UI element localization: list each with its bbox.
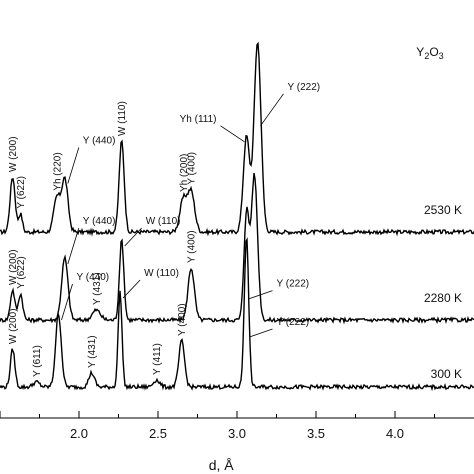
svg-text:Y (622): Y (622)	[16, 176, 27, 209]
x-tick-label: 3.0	[228, 426, 246, 441]
svg-text:Y (400): Y (400)	[187, 230, 198, 263]
svg-text:Y (440): Y (440)	[77, 272, 110, 283]
peak-annotation: Y (611)	[32, 345, 43, 377]
peak-annotation: Y (222)	[249, 317, 310, 338]
svg-text:Y (440): Y (440)	[83, 136, 116, 147]
x-tick-label: 4.0	[386, 426, 404, 441]
svg-text:Yh (200): Yh (200)	[179, 154, 190, 192]
peak-annotation: Y (431)	[92, 272, 103, 305]
peak-annotation: Y (440)	[67, 216, 116, 265]
x-axis: 2.0 2.5 3.0 3.5 4.0	[0, 411, 435, 441]
pattern-line	[0, 41, 474, 237]
svg-text:Y (431): Y (431)	[87, 335, 98, 368]
svg-text:Yh (111): Yh (111)	[180, 114, 217, 125]
peak-annotation: W (110)	[122, 268, 179, 299]
peak-annotation: Y (400)	[187, 230, 198, 263]
svg-text:Y (222): Y (222)	[277, 317, 310, 328]
x-tick-label: 2.5	[149, 426, 167, 441]
pattern-line	[0, 237, 474, 392]
svg-text:Y (222): Y (222)	[277, 279, 310, 290]
x-tick-label: 2.0	[70, 426, 88, 441]
temperature-labels: 2530 K 2280 K 300 K	[424, 203, 462, 381]
temperature-label: 2280 K	[424, 291, 462, 305]
svg-text:Y (400): Y (400)	[177, 303, 188, 336]
svg-text:Y (222): Y (222)	[288, 82, 321, 93]
pattern-curves	[0, 41, 474, 392]
svg-text:Y (411): Y (411)	[152, 343, 163, 375]
peak-annotations: W (200)Y (622)Yh (220)Y (440)W (110)Yh (…	[8, 82, 320, 377]
svg-text:Yh (220): Yh (220)	[52, 152, 63, 190]
svg-text:W (200): W (200)	[8, 308, 19, 344]
svg-text:Y (440): Y (440)	[83, 216, 116, 227]
peak-annotation: W (200)	[8, 308, 19, 344]
svg-text:Y (622): Y (622)	[16, 256, 27, 289]
peak-annotation: Yh (200)	[179, 154, 190, 192]
svg-text:W (110): W (110)	[146, 216, 181, 227]
peak-annotation: Y (622)	[16, 176, 27, 209]
peak-annotation: Y (400)	[187, 152, 198, 185]
svg-text:Y (611): Y (611)	[32, 345, 43, 377]
pattern-line	[0, 172, 474, 325]
peak-annotation: Y (400)	[177, 303, 188, 336]
peak-annotation: Yh (111)	[180, 114, 245, 143]
peak-annotation: Y (222)	[249, 279, 310, 299]
svg-text:W (200): W (200)	[8, 249, 19, 285]
peak-annotation: Y (431)	[87, 335, 98, 368]
svg-text:W (200): W (200)	[8, 136, 19, 172]
peak-annotation: Yh (220)	[52, 152, 63, 190]
peak-annotation: W (110)	[124, 216, 181, 247]
sample-label: Y2O3	[416, 45, 443, 61]
peak-annotation: W (200)	[8, 136, 19, 172]
temperature-label: 300 K	[431, 367, 462, 381]
svg-text:Y (431): Y (431)	[92, 272, 103, 305]
peak-annotation: Y (622)	[16, 256, 27, 289]
peak-annotation: W (110)	[117, 101, 128, 136]
x-axis-label: d, Å	[209, 457, 235, 473]
peak-annotation: Y (411)	[152, 343, 163, 375]
x-tick-label: 3.5	[307, 426, 325, 441]
peak-annotation: Y (440)	[61, 272, 110, 321]
peak-annotation: Y (222)	[260, 82, 321, 127]
svg-text:Y (400): Y (400)	[187, 152, 198, 185]
temperature-label: 2530 K	[424, 203, 462, 217]
svg-text:W (110): W (110)	[117, 101, 128, 136]
svg-text:W (110): W (110)	[144, 268, 179, 279]
peak-annotation: W (200)	[8, 249, 19, 285]
peak-annotation: Y (440)	[67, 136, 116, 184]
